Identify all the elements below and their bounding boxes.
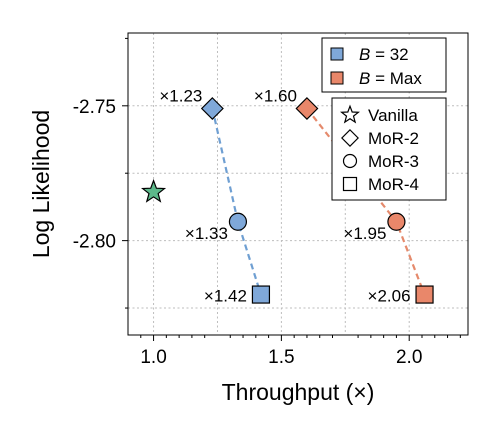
y-tick-label: -2.80 [73,232,116,253]
x-tick-label: 2.0 [396,347,422,368]
legend-marker-label: Vanilla [368,106,418,125]
marker-bmax-mor-3 [387,212,406,231]
y-axis-label: Log Likelihood [28,110,54,258]
x-tick-label: 1.5 [268,347,294,368]
data-label: ×1.23 [159,87,202,106]
legend-square-icon [342,176,358,192]
data-labels: ×1.23 ×1.33 ×1.42 ×1.60 ×1.95 ×2.06 [159,87,410,306]
marker-vanilla [141,178,167,203]
legend-marker-label: MoR-3 [368,152,419,171]
data-label: ×1.60 [254,87,297,106]
legend-diamond-icon [341,129,359,147]
data-label: ×1.33 [185,224,228,243]
x-axis-label: Throughput (×) [222,379,375,405]
y-tick-label: -2.75 [73,97,116,118]
series-line-b32 [211,108,262,295]
legend-star-icon [340,104,360,124]
legend-series: B = 32 B = Max [321,37,447,93]
legend-marker-label: MoR-2 [368,129,419,148]
legend-marker-label: MoR-4 [368,175,419,194]
data-label: ×1.95 [343,224,386,243]
data-label: ×2.06 [368,287,411,306]
legend-series-label: B = Max [359,69,422,88]
plot-area-frame [127,32,469,336]
data-label: ×1.42 [204,287,247,306]
marker-b32-mor-3 [228,212,248,231]
x-tick-label: 1.0 [140,347,166,368]
data-markers [141,97,434,304]
marker-b32-mor-2 [200,97,224,120]
legend-swatch-b32 [330,47,344,61]
legend-markers: Vanilla MoR-2 MoR-3 MoR-4 [331,97,447,201]
legend-series-label: B = 32 [359,45,409,64]
marker-bmax-mor-2 [295,97,319,120]
marker-b32-mor-4 [251,285,271,304]
legend-swatch-bmax [330,71,344,85]
marker-bmax-mor-4 [415,285,434,304]
legend-circle-icon [342,153,358,169]
axis-ticks: 1.0 1.5 2.0 -2.75 -2.80 [73,37,461,368]
